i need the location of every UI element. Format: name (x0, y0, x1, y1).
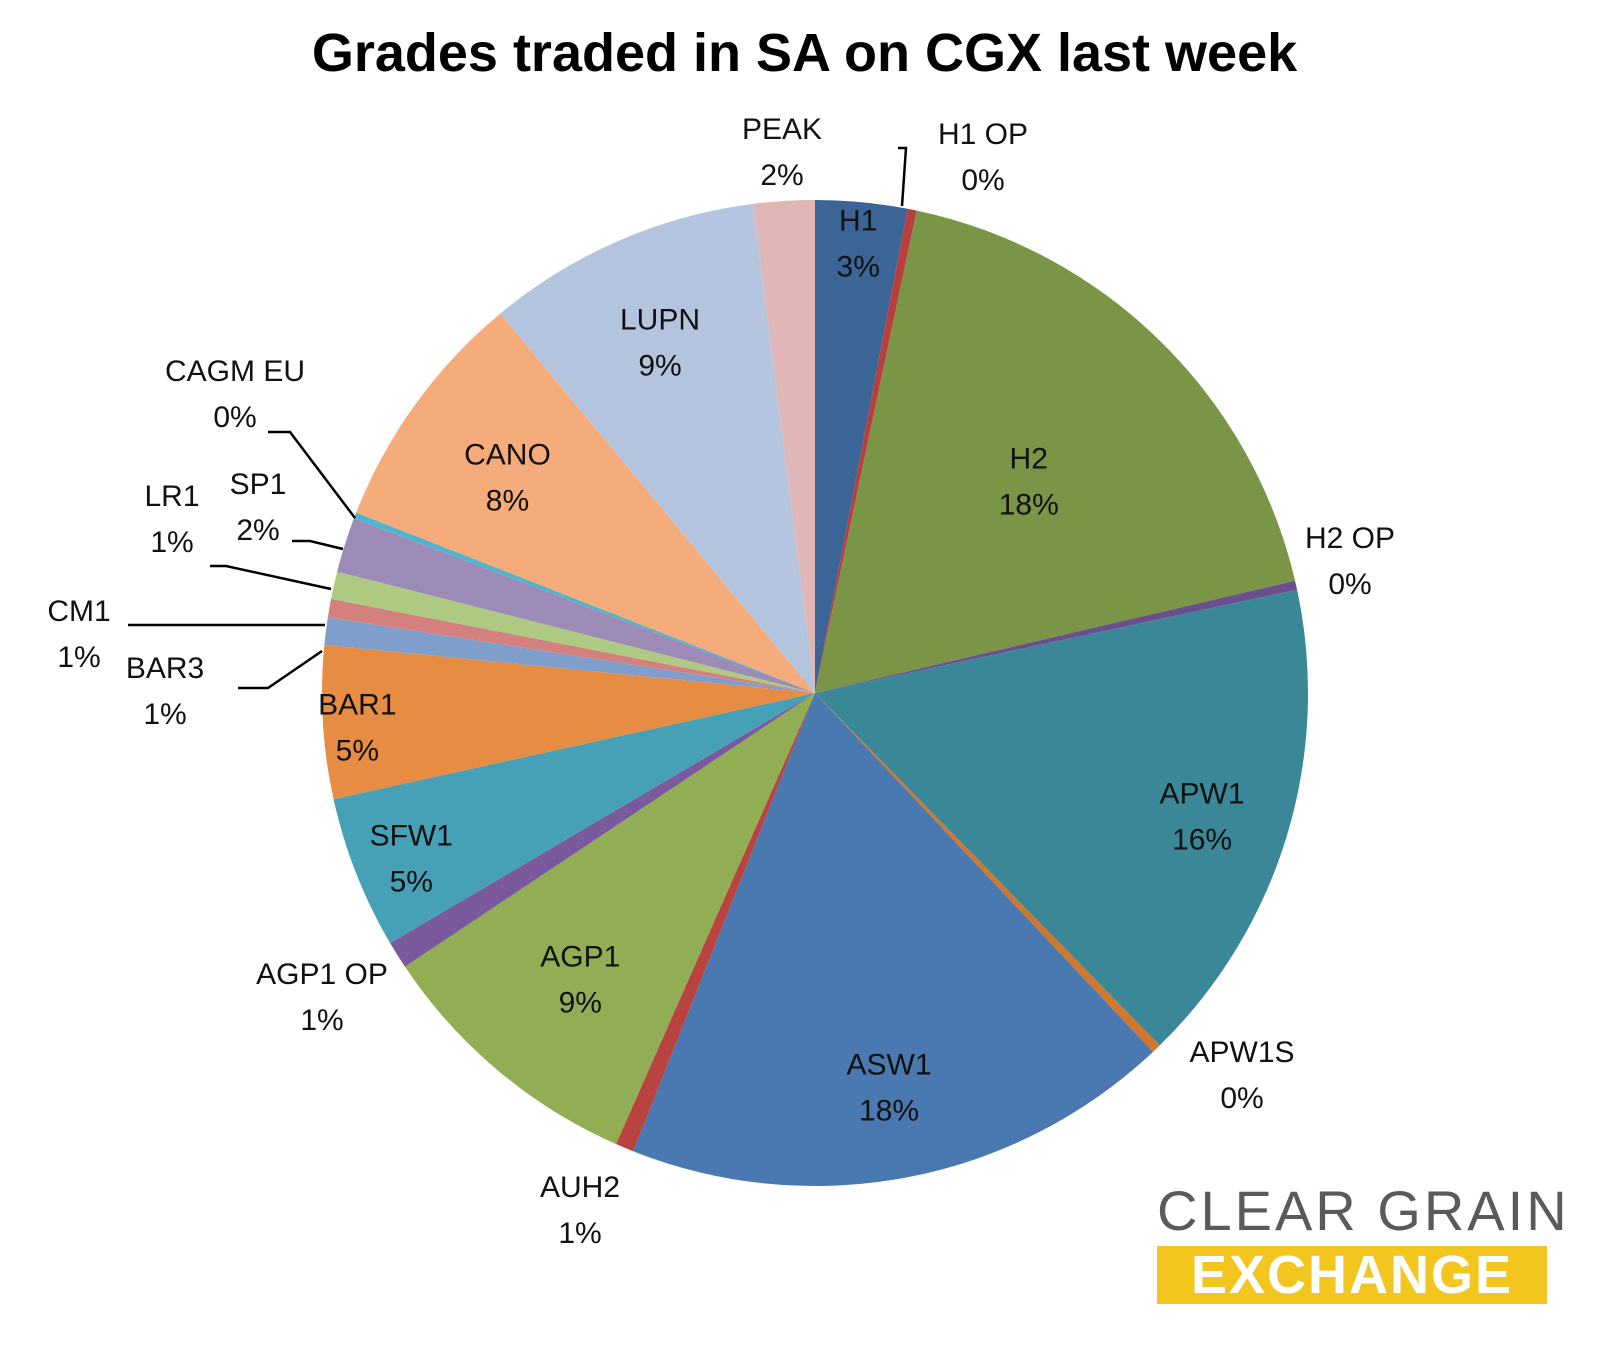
slice-percent-sfw1: 5% (390, 866, 433, 899)
slice-label-sfw1: SFW1 (370, 820, 453, 853)
slice-label-lr1: LR1 (144, 480, 199, 513)
slice-label-bar1: BAR1 (318, 688, 396, 721)
logo-text-clear-grain: CLEAR GRAIN (1157, 1179, 1570, 1242)
slice-percent-apw1: 16% (1172, 824, 1232, 857)
pie-slice-auh2 (615, 693, 815, 1152)
pie-slice-sfw1 (333, 693, 815, 944)
pie-slice-asw1 (633, 693, 1154, 1186)
leader-line-bar3 (238, 649, 323, 690)
slice-percent-sp1: 2% (236, 514, 279, 547)
pie-slice-bar3 (324, 617, 815, 693)
clear-grain-exchange-logo: CLEAR GRAIN EXCHANGE (1157, 1179, 1570, 1304)
leader-lines (128, 146, 908, 690)
slice-label-bar3: BAR3 (126, 652, 204, 685)
slice-label-auh2: AUH2 (540, 1171, 620, 1204)
slice-percent-lupn: 9% (638, 350, 681, 383)
slice-percent-peak: 2% (760, 159, 803, 192)
slice-percent-cm1: 1% (57, 641, 100, 674)
slice-percent-h1: 3% (837, 251, 880, 284)
slice-percent-h2-op: 0% (1328, 568, 1371, 601)
pie-slice-h1 (815, 200, 908, 693)
slice-label-h1: H1 (839, 205, 877, 238)
pie-slice-cagm-eu (353, 512, 815, 693)
pie-slice-cm1 (327, 598, 815, 693)
slice-labels: H1 3% H1 OP 0% H2 18% H2 OP 0% APW1 16% APW1S 0% ASW… (47, 113, 1395, 1250)
logo-text-exchange: EXCHANGE (1157, 1246, 1547, 1304)
pie-slices (321, 200, 1308, 1186)
slice-label-apw1s: APW1S (1189, 1036, 1294, 1069)
pie-slice-apw1 (815, 589, 1308, 1046)
pie-slice-lupn (500, 203, 815, 694)
slice-label-h2: H2 (1010, 442, 1048, 475)
slice-label-cano: CANO (464, 438, 551, 471)
slice-percent-h1-op: 0% (961, 164, 1004, 197)
slice-label-h2-op: H2 OP (1305, 522, 1395, 555)
slice-percent-bar3: 1% (143, 698, 186, 731)
pie-slice-cano (356, 313, 815, 693)
pie-slice-h1-op (815, 208, 917, 693)
leader-line-cagm-eu (268, 430, 356, 519)
slice-percent-asw1: 18% (859, 1094, 919, 1127)
slice-label-agp1-op: AGP1 OP (256, 958, 388, 991)
leader-line-h1-op (898, 146, 908, 207)
leader-line-sp1 (292, 539, 344, 551)
pie-slice-bar1 (321, 644, 815, 800)
slice-label-cagm-eu: CAGM EU (165, 355, 305, 388)
slice-label-asw1: ASW1 (847, 1048, 932, 1081)
slice-label-h1-op: H1 OP (938, 118, 1028, 151)
pie-slice-agp1 (404, 693, 815, 1145)
pie-slice-apw1s (815, 693, 1160, 1052)
slice-label-agp1: AGP1 (540, 940, 620, 973)
pie-slice-h2-op (815, 580, 1298, 693)
pie-slice-agp1-op (390, 693, 815, 967)
slice-percent-lr1: 1% (150, 526, 193, 559)
slice-percent-auh2: 1% (558, 1217, 601, 1250)
slice-percent-apw1s: 0% (1220, 1082, 1263, 1115)
pie-slice-h2 (815, 210, 1296, 694)
slice-label-peak: PEAK (742, 113, 822, 146)
pie-slice-lr1 (331, 571, 815, 693)
pie-slice-sp1 (337, 518, 815, 693)
chart-title: Grades traded in SA on CGX last week (311, 23, 1298, 83)
slice-label-apw1: APW1 (1160, 778, 1245, 811)
leader-line-lr1 (210, 564, 332, 591)
slice-percent-h2: 18% (999, 488, 1059, 521)
slice-percent-cagm-eu: 0% (213, 401, 256, 434)
slice-percent-agp1-op: 1% (300, 1004, 343, 1037)
slice-label-sp1: SP1 (230, 468, 287, 501)
slice-percent-cano: 8% (486, 484, 529, 517)
slice-label-cm1: CM1 (47, 595, 110, 628)
pie-slice-peak (753, 200, 815, 693)
slice-percent-bar1: 5% (336, 734, 379, 767)
slice-percent-agp1: 9% (559, 986, 602, 1019)
slice-label-lupn: LUPN (620, 304, 700, 337)
